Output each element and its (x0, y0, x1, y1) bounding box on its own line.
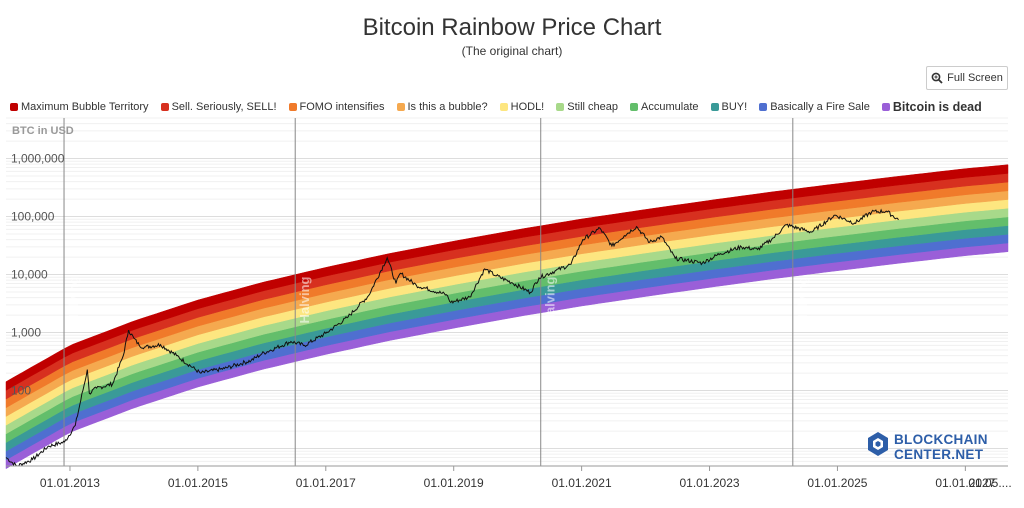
x-tick-label: 01.01.2015 (168, 476, 228, 490)
btc-price-line (5, 208, 899, 467)
legend-item[interactable]: FOMO intensifies (288, 101, 385, 113)
x-tick-label: 01.01.2013 (40, 476, 100, 490)
grid (6, 117, 1008, 467)
legend-label: Accumulate (641, 101, 699, 113)
full-screen-label: Full Screen (947, 72, 1003, 84)
axes: BTC in USD 100 1,000 10,000 100,000 1,000,000… (6, 125, 1012, 490)
blockchaincenter-logo: BLOCKCHAIN CENTER.NET (866, 430, 1006, 464)
legend-label: Basically a Fire Sale (770, 101, 870, 113)
halving-label: Halving (795, 276, 810, 323)
legend-item[interactable]: Is this a bubble? (396, 101, 488, 113)
legend-swatch (881, 103, 890, 111)
legend-swatch (759, 103, 768, 111)
halving-label: Halving (543, 276, 558, 323)
legend-label: Maximum Bubble Territory (21, 101, 149, 113)
logo-line-2: CENTER.NET (894, 447, 984, 462)
y-tick-label: 10,000 (11, 268, 48, 282)
y-tick-label: 100,000 (11, 210, 55, 224)
legend-swatch (556, 103, 565, 111)
y-axis-title: BTC in USD (12, 125, 74, 137)
legend-item[interactable]: Maximum Bubble Territory (10, 101, 149, 113)
x-tick-label: 01.05.... (968, 476, 1011, 490)
legend-label: HODL! (510, 101, 545, 113)
legend-label: BUY! (721, 101, 748, 113)
x-tick-label: 01.01.2025 (807, 476, 867, 490)
legend-swatch (630, 103, 639, 111)
legend-swatch (710, 103, 719, 111)
legend-item[interactable]: Sell. Seriously, SELL! (160, 101, 277, 113)
full-screen-button[interactable]: Full Screen (926, 66, 1008, 90)
chart-title: Bitcoin Rainbow Price Chart (362, 14, 662, 41)
legend-swatch (10, 103, 18, 111)
legend-label: FOMO intensifies (299, 101, 385, 113)
chart-subtitle: (The original chart) (461, 44, 563, 58)
legend-swatch (499, 103, 508, 111)
legend-item[interactable]: Still cheap (556, 101, 618, 113)
legend-swatch (288, 103, 297, 111)
price-series (5, 208, 899, 467)
x-tick-label: 01.01.2017 (296, 476, 356, 490)
legend-label: Bitcoin is dead (892, 100, 982, 114)
y-tick-label: 1,000,000 (11, 152, 65, 166)
y-tick-label: 1,000 (11, 326, 41, 340)
halving-lines: Halving Halving Halving Halving (63, 118, 810, 466)
legend-label: Still cheap (567, 101, 619, 113)
legend-item[interactable]: BUY! (710, 101, 748, 113)
legend: Maximum Bubble Territory Sell. Seriously,… (10, 99, 994, 115)
rainbow-band (5, 164, 1009, 391)
x-tick-label: 01.01.2021 (552, 476, 612, 490)
x-tick-label: 01.01.2023 (680, 476, 740, 490)
rainbow-bands (5, 164, 1009, 470)
halving-label: Halving (297, 276, 312, 323)
x-tick-label: 01.01.2019 (424, 476, 484, 490)
x-tick-label: 01.01.2027 (935, 476, 995, 490)
logo-line-1: BLOCKCHAIN (894, 432, 988, 447)
legend-item[interactable]: HODL! (499, 101, 545, 113)
legend-label: Sell. Seriously, SELL! (171, 101, 277, 113)
legend-item[interactable]: Accumulate (630, 101, 699, 113)
halving-label: Halving (66, 276, 81, 323)
legend-swatch (396, 103, 405, 111)
legend-label: Is this a bubble? (407, 101, 488, 113)
zoom-icon (931, 72, 943, 84)
legend-item[interactable]: Bitcoin is dead (881, 100, 982, 114)
legend-swatch (160, 103, 169, 111)
legend-item[interactable]: Basically a Fire Sale (759, 101, 870, 113)
cube-logo-icon (868, 432, 888, 456)
y-tick-label: 100 (11, 384, 31, 398)
